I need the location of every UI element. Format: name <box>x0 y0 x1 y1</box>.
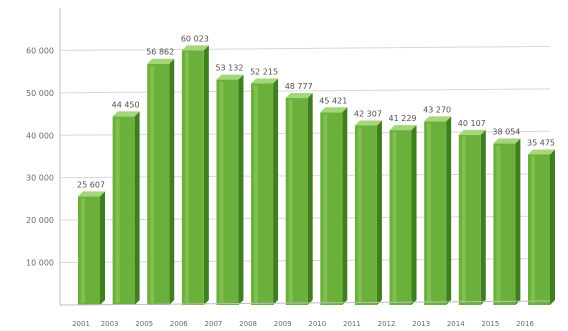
y-tick-label: 30 000 <box>26 174 54 183</box>
bar-highlight <box>531 156 535 303</box>
x-tick-label: 2009 <box>274 320 292 328</box>
data-label: 38 054 <box>492 128 520 137</box>
x-axis-line <box>59 300 551 306</box>
bar <box>181 45 209 305</box>
x-tick-label: 2001 <box>72 320 90 328</box>
y-tick-label: 40 000 <box>26 131 54 140</box>
x-tick-label: 2010 <box>308 320 326 328</box>
bar-highlight <box>184 52 189 303</box>
bar <box>112 111 140 305</box>
x-tick-label: 2007 <box>205 320 223 328</box>
bar-side <box>446 116 452 306</box>
bar-side <box>550 149 555 305</box>
bar-side <box>376 120 382 306</box>
bar <box>320 107 348 305</box>
x-tick-label: 2006 <box>170 320 188 328</box>
bar-highlight <box>392 132 397 303</box>
bar-highlight <box>496 145 501 303</box>
bar <box>251 78 279 305</box>
bar-top <box>78 191 105 197</box>
x-tick-label: 2016 <box>516 320 534 328</box>
bar-side <box>515 138 521 305</box>
bar-side <box>342 107 348 305</box>
x-tick-label: 2015 <box>481 320 499 328</box>
bar-top <box>147 58 175 64</box>
bar-highlight <box>461 136 466 303</box>
data-label: 35 475 <box>527 138 555 147</box>
bar-highlight <box>254 85 259 303</box>
x-tick-label: 2013 <box>412 320 430 328</box>
bar-top <box>424 116 452 122</box>
gridline <box>59 45 551 51</box>
bar-top <box>493 138 521 144</box>
x-tick-label: 2014 <box>447 320 465 328</box>
x-tick-label: 2005 <box>135 320 153 328</box>
bar-side <box>100 191 105 305</box>
bar-side <box>203 45 209 305</box>
x-tick-label: 2008 <box>239 320 257 328</box>
bar-highlight <box>427 123 432 304</box>
bar-side <box>238 74 244 305</box>
bar <box>458 129 486 305</box>
bar <box>285 93 313 305</box>
bar-top <box>285 93 313 99</box>
bar-highlight <box>357 127 362 304</box>
data-label: 45 421 <box>319 96 347 105</box>
bar <box>216 74 244 305</box>
bar-top <box>354 120 382 126</box>
x-tick-label: 2011 <box>343 320 361 328</box>
bar-highlight <box>150 65 155 303</box>
bar <box>147 58 175 305</box>
labels-layer: 25 607 44 450 56 862 60 023 53 132 52 215 48 7… <box>77 34 555 189</box>
data-label: 40 107 <box>458 119 486 128</box>
bar-top <box>216 74 244 80</box>
bar-highlight <box>115 118 120 303</box>
bar <box>528 149 555 305</box>
y-tick-label: 10 000 <box>26 259 54 268</box>
bar-top <box>458 129 486 135</box>
data-label: 60 023 <box>181 34 209 43</box>
bar-highlight <box>81 198 85 303</box>
data-label: 56 862 <box>146 48 174 57</box>
bar-side <box>134 111 140 305</box>
bar-side <box>273 78 279 305</box>
bar <box>424 116 452 306</box>
data-label: 48 777 <box>285 82 313 91</box>
bar-side <box>411 125 417 305</box>
data-label: 52 215 <box>250 67 278 76</box>
bar-top <box>181 45 209 51</box>
axes-layer: 10 000 20 000 30 000 40 000 50 000 60 000 2001… <box>26 8 551 328</box>
gridline <box>59 88 551 94</box>
x-tick-label: 2003 <box>101 320 119 328</box>
bar-top <box>528 149 555 155</box>
bar-side <box>480 129 486 305</box>
y-tick-label: 20 000 <box>26 216 54 225</box>
data-label: 25 607 <box>77 180 105 189</box>
data-label: 42 307 <box>354 109 382 118</box>
bar <box>78 191 105 305</box>
bar-highlight <box>323 114 328 303</box>
bar <box>354 120 382 306</box>
y-tick-label: 50 000 <box>26 89 54 98</box>
data-label: 41 229 <box>389 114 417 123</box>
bar-side <box>307 93 313 305</box>
bar <box>493 138 521 305</box>
bar-top <box>320 107 348 113</box>
bar-top <box>112 111 140 117</box>
x-tick-label: 2012 <box>378 320 396 328</box>
bar-highlight <box>219 81 224 303</box>
data-label: 44 450 <box>112 100 140 109</box>
data-label: 53 132 <box>215 64 243 73</box>
y-tick-label: 60 000 <box>26 46 54 55</box>
bar-top <box>389 125 417 131</box>
bars-layer <box>78 45 555 306</box>
bar <box>389 125 417 305</box>
data-label: 43 270 <box>423 105 451 114</box>
bar-top <box>251 78 279 84</box>
bar-side <box>169 58 175 305</box>
bar-highlight <box>288 100 293 303</box>
